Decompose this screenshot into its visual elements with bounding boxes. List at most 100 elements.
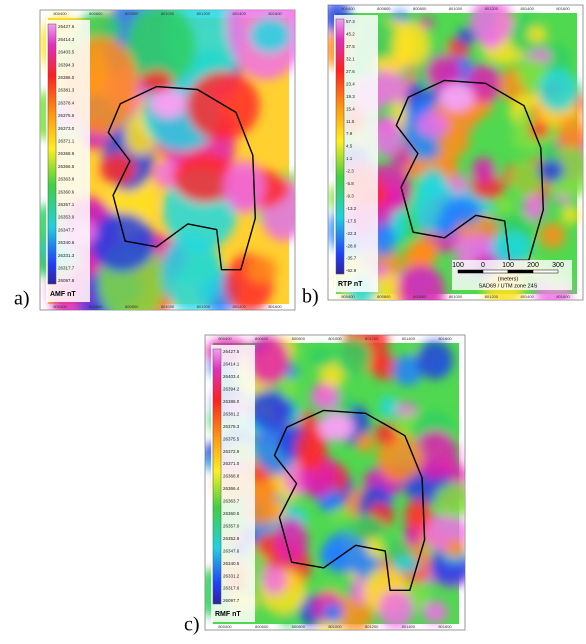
colorbar-label: -13.2 [346,206,357,211]
colorbar-label: 26386.0 [223,399,240,404]
colorbar-label: 45.2 [346,32,355,37]
colorbar-label: -2.3 [346,169,354,174]
scale-segment [483,270,508,273]
colorbar-title: AMF nT [50,291,76,298]
colorbar-label: 26381.2 [223,411,240,416]
colorbar-label: 23.4 [346,81,355,86]
anomaly [100,154,135,185]
x-tick-label: 800400 [341,6,355,11]
colorbar-label: 26317.7 [58,265,75,270]
x-tick-label: 800800 [413,6,427,11]
scale-tick: 200 [527,262,539,269]
colorbar-label: 1.1 [346,156,353,161]
projection: SAD69 / UTM zone 24S [479,283,538,289]
colorbar [48,24,56,284]
anomaly [392,21,430,67]
x-tick-label-bottom: 800400 [53,304,67,309]
anomaly [538,69,578,112]
colorbar-label: 26378.3 [223,424,240,429]
colorbar-label: 7.9 [346,131,353,136]
x-tick-label-bottom: 801000 [449,294,463,299]
colorbar-label: 15.4 [346,106,355,111]
anomaly [457,28,475,46]
x-tick-label: 801000 [449,6,463,11]
x-tick-label: 801600 [556,6,570,11]
colorbar-label: 26353.0 [58,215,75,220]
map-panel: 26427.526414.126403.426394.226386.026381… [194,318,477,634]
x-tick-label: 801000 [328,336,342,341]
colorbar-label: 4.5 [346,144,353,149]
anomaly [416,341,453,380]
panel-label: c) [184,614,200,636]
anomaly [262,565,287,594]
anomaly [495,197,514,214]
anomaly [510,160,543,197]
x-tick-label: 801400 [402,336,416,341]
colorbar-label: 26403.5 [58,50,75,55]
colorbar-label: 26375.6 [58,113,75,118]
colorbar-label: 27.6 [346,69,355,74]
colorbar-label: 26375.5 [223,436,240,441]
colorbar-label: 26357.1 [58,202,75,207]
scale-tick: 100 [452,262,464,269]
colorbar-title: RMF nT [215,611,241,618]
anomaly [453,234,494,259]
colorbar-label: 32.1 [346,57,355,62]
anomaly [140,70,173,93]
anomaly [223,160,265,214]
colorbar-label: 26347.7 [58,227,75,232]
x-tick-label: 801200 [197,11,211,16]
panel-label: a) [14,288,30,310]
x-tick-label: 800800 [292,336,306,341]
colorbar-label: 26371.1 [58,138,75,143]
colorbar-label: 26360.5 [223,511,240,516]
x-tick-label-bottom: 800800 [125,304,139,309]
colorbar-label: 26340.5 [223,561,240,566]
colorbar-label: 26371.0 [223,461,240,466]
x-tick-label: 800400 [53,11,67,16]
x-tick-label: 801400 [232,11,246,16]
x-tick-label-bottom: 800800 [292,624,306,629]
scale-tick: 0 [481,262,485,269]
scale-unit: (meters) [498,276,519,282]
colorbar-label: -28.0 [346,243,357,248]
x-tick-label: 801400 [520,6,534,11]
colorbar-label: 26394.3 [58,62,75,67]
x-tick-label: 801000 [161,11,175,16]
x-tick-label-bottom: 801600 [438,624,452,629]
x-tick-label: 801200 [365,336,379,341]
x-tick-label-bottom: 801200 [197,304,211,309]
anomaly [482,30,498,50]
colorbar-label: 11.5 [346,119,355,124]
x-tick-label: 800400 [218,336,232,341]
colorbar-label: 26427.6 [58,24,75,29]
x-tick-label-bottom: 801600 [556,294,570,299]
anomaly [280,376,297,399]
anomaly [471,157,495,184]
colorbar-label: 26340.6 [58,240,75,245]
colorbar-label: 26331.3 [58,253,75,258]
anomaly [309,346,336,367]
colorbar-label: 26427.5 [223,349,240,354]
anomaly [318,413,354,441]
colorbar-label: 26347.6 [223,548,240,553]
anomaly [404,526,421,548]
anomaly [345,515,385,540]
anomaly [310,384,340,410]
x-tick-label-bottom: 801200 [485,294,499,299]
panel-label: b) [302,286,319,308]
x-tick-label-bottom: 801400 [232,304,246,309]
anomaly [247,256,277,283]
colorbar-label: 26386.0 [58,75,75,80]
colorbar-label: 26372.9 [223,449,240,454]
colorbar-label: 19.3 [346,94,355,99]
colorbar-label: 26366.5 [58,164,75,169]
x-tick-label-bottom: 800600 [377,294,391,299]
colorbar-label: 26352.9 [223,536,240,541]
x-tick-label-bottom: 801000 [161,304,175,309]
map-panel: 26427.626414.326403.526394.326386.026381… [22,0,323,333]
anomaly [445,539,466,557]
anomaly [423,601,448,624]
colorbar-label: 37.5 [346,44,355,49]
anomaly [250,18,291,53]
